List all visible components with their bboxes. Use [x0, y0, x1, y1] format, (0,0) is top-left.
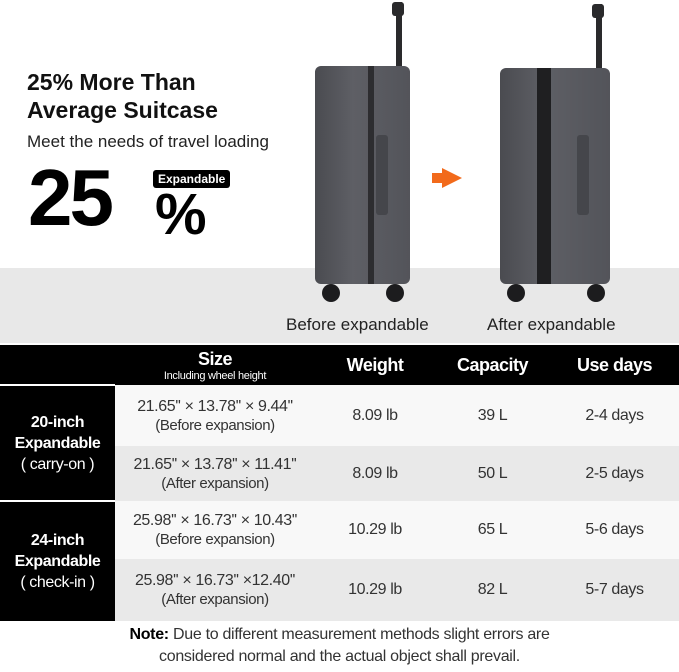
days-cell: 2-5 days: [550, 446, 679, 501]
table-row: 21.65'' × 13.78'' × 11.41'' (After expans…: [0, 446, 679, 501]
table-row: 25.98'' × 16.73'' ×12.40'' (After expansi…: [0, 559, 679, 621]
capacity-cell: 39 L: [435, 385, 550, 446]
big-number: 25: [28, 153, 114, 242]
size-cell: 21.65'' × 13.78'' × 11.41'' (After expans…: [115, 446, 315, 501]
arrow-right-icon-tail: [432, 173, 444, 183]
weight-cell: 10.29 lb: [315, 501, 435, 559]
headline-line2: Average Suitcase: [27, 97, 218, 123]
weight-cell: 8.09 lb: [315, 446, 435, 501]
expandable-badge: Expandable: [153, 170, 231, 188]
days-cell: 5-6 days: [550, 501, 679, 559]
before-label: Before expandable: [286, 315, 429, 334]
table-header: Size Including wheel height Weight Capaci…: [0, 345, 679, 385]
table-row: 24-inch Expandable( check-in ) 25.98'' × …: [0, 500, 679, 621]
note: Note: Due to different measurement metho…: [129, 626, 550, 665]
header-weight: Weight: [315, 345, 435, 385]
note-label: Note:: [129, 626, 169, 643]
headline: 25% More Than Average Suitcase: [27, 68, 218, 124]
weight-cell: 8.09 lb: [315, 385, 435, 446]
header-size: Size Including wheel height: [115, 345, 315, 385]
table-row: 20-inch Expandable( carry-on ) 21.65'' × …: [0, 384, 679, 501]
days-cell: 5-7 days: [550, 559, 679, 621]
header-size-sub: Including wheel height: [163, 369, 267, 382]
suitcase-after-image: [495, 0, 620, 310]
header-use-days: Use days: [550, 345, 679, 385]
capacity-cell: 50 L: [435, 446, 550, 501]
after-label: After expandable: [487, 315, 616, 334]
capacity-cell: 82 L: [435, 559, 550, 621]
group-20-inch: 20-inch Expandable( carry-on ): [0, 384, 115, 501]
capacity-cell: 65 L: [435, 501, 550, 559]
header-capacity: Capacity: [435, 345, 550, 385]
suitcase-before-image: [310, 0, 420, 310]
group-24-inch: 24-inch Expandable( check-in ): [0, 500, 115, 621]
arrow-right-icon: [442, 168, 462, 188]
size-cell: 25.98'' × 16.73'' ×12.40'' (After expansi…: [115, 559, 315, 621]
weight-cell: 10.29 lb: [315, 559, 435, 621]
spec-table: Size Including wheel height Weight Capaci…: [0, 345, 679, 621]
headline-line1: 25% More Than: [27, 69, 196, 95]
size-cell: 25.98'' × 16.73'' × 10.43'' (Before expan…: [115, 501, 315, 559]
subtitle: Meet the needs of travel loading: [27, 132, 269, 151]
days-cell: 2-4 days: [550, 385, 679, 446]
size-cell: 21.65'' × 13.78'' × 9.44'' (Before expans…: [115, 385, 315, 446]
percent-sign: %: [155, 182, 207, 247]
